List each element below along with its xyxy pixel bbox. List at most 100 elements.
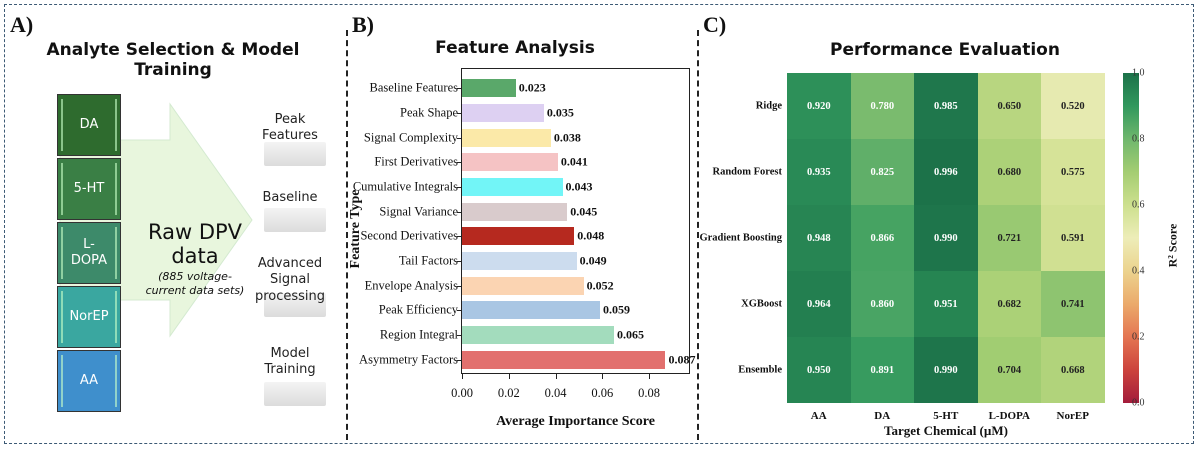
x-tick-label: 0.04 xyxy=(544,386,567,400)
heatmap-cell: 0.891 xyxy=(850,337,914,403)
bar-value-label: 0.065 xyxy=(617,327,644,342)
heatmap-cell: 0.741 xyxy=(1041,271,1105,337)
bar-category-label: Cumulative Integrals xyxy=(352,179,458,194)
bar-second-derivatives xyxy=(462,227,575,246)
bar-cumulative-integrals xyxy=(462,178,563,196)
x-tick xyxy=(508,374,510,379)
bar-value-label: 0.041 xyxy=(560,154,588,169)
heatmap-cell: 0.780 xyxy=(850,73,914,139)
heatmap-row-label: Ensemble xyxy=(738,364,782,376)
bar-category-label: Signal Variance xyxy=(379,204,458,219)
heatmap-cell: 0.668 xyxy=(1041,337,1105,403)
bar-category-label: First Derivatives xyxy=(374,154,458,169)
panel-divider-bc xyxy=(697,30,699,440)
heatmap-col-label: L-DOPA xyxy=(988,410,1030,422)
colorbar-tick-label: 0.0 xyxy=(1132,397,1145,409)
step-box xyxy=(264,142,326,166)
bar-value-label: 0.023 xyxy=(518,80,546,95)
y-tick xyxy=(457,137,462,139)
y-tick xyxy=(457,310,462,312)
heatmap-x-axis-label: Target Chemical (µM) xyxy=(884,423,1008,438)
arrow-note-line1: (885 voltage- xyxy=(158,270,232,283)
bar-first-derivatives xyxy=(462,153,558,172)
heatmap-cell: 0.825 xyxy=(850,139,914,205)
step-label: Baseline xyxy=(250,190,330,206)
analyte-da: DA xyxy=(57,94,121,156)
figure-border xyxy=(4,4,1194,444)
step-label: Model Training xyxy=(250,346,330,379)
step-label: Advanced Signal processing xyxy=(250,256,330,305)
bar-signal-complexity xyxy=(462,128,551,147)
heatmap-cell: 0.650 xyxy=(977,73,1041,139)
bar-x-axis-label: Average Importance Score xyxy=(496,414,655,429)
analyte-aa: AA xyxy=(57,350,121,412)
heatmap-cell: 0.990 xyxy=(914,205,978,271)
colorbar-tick-label: 0.2 xyxy=(1132,331,1145,343)
panel-a-title: Analyte Selection & Model Training xyxy=(46,40,300,80)
bar-value-label: 0.087 xyxy=(668,352,696,367)
bar-region-integral xyxy=(462,326,614,344)
bar-category-label: Envelope Analysis xyxy=(364,278,458,293)
step-label-line: Peak xyxy=(274,112,306,127)
bar-value-label: 0.038 xyxy=(553,130,581,145)
bar-category-label: Region Integral xyxy=(379,327,458,342)
heatmap-row-label: XGBoost xyxy=(741,298,782,310)
x-tick xyxy=(555,374,557,379)
y-tick xyxy=(457,162,462,164)
step-label-line: processing xyxy=(254,288,326,304)
bar-signal-variance xyxy=(462,202,568,221)
step-label-line: Model xyxy=(270,346,310,361)
colorbar-tick-label: 0.6 xyxy=(1132,199,1145,211)
arrow-title-line2: data xyxy=(171,244,219,268)
x-tick-label: 0.06 xyxy=(591,386,614,400)
heatmap-cell: 0.985 xyxy=(914,73,978,139)
heatmap-col-label: AA xyxy=(810,410,827,422)
y-tick xyxy=(457,187,462,188)
heatmap-cell: 0.951 xyxy=(914,271,978,337)
heatmap-cell: 0.721 xyxy=(977,205,1041,271)
arrow-title-line1: Raw DPV xyxy=(147,220,243,244)
bar-category-label: Peak Shape xyxy=(400,105,458,120)
bar-envelope-analysis xyxy=(462,276,584,295)
heatmap-cell: 0.591 xyxy=(1041,205,1105,271)
bar-plot-area xyxy=(461,68,690,374)
colorbar xyxy=(1123,73,1139,403)
bar-value-label: 0.049 xyxy=(579,253,607,268)
heatmap-cell: 0.935 xyxy=(787,139,851,205)
bar-asymmetry-factors xyxy=(462,350,666,369)
bar-category-label: Tail Factors xyxy=(398,253,458,268)
bar-value-label: 0.059 xyxy=(602,302,630,317)
step-box xyxy=(264,293,326,317)
bar-y-axis-label: Feature Type xyxy=(348,189,363,269)
step-label-line: Baseline xyxy=(262,190,318,205)
y-tick xyxy=(457,335,462,336)
bar-category-label: Baseline Features xyxy=(369,80,458,95)
colorbar-label: R² Score xyxy=(1165,223,1180,268)
bar-baseline-features xyxy=(462,79,516,98)
panel-c-label: C) xyxy=(703,12,727,37)
step-label-line: Features xyxy=(262,128,318,144)
analyte-norep: NorEP xyxy=(57,286,121,348)
bar-value-label: 0.045 xyxy=(570,204,598,219)
x-tick xyxy=(649,374,651,379)
bar-value-label: 0.043 xyxy=(565,179,593,194)
panel-c-title: Performance Evaluation xyxy=(830,40,1060,60)
heatmap-row-label: Ridge xyxy=(755,100,782,112)
y-tick xyxy=(457,113,462,114)
step-label-line: Advanced xyxy=(257,256,323,271)
x-tick xyxy=(602,374,604,379)
bar-category-label: Signal Complexity xyxy=(363,130,458,145)
heatmap-cell: 0.575 xyxy=(1041,139,1105,205)
heatmap-cell: 0.520 xyxy=(1041,73,1105,139)
heatmap-cell: 0.920 xyxy=(787,73,851,139)
x-tick-label: 0.02 xyxy=(497,386,520,400)
bar-category-label: Peak Efficiency xyxy=(378,302,458,317)
analyte-5-ht: 5-HT xyxy=(57,158,121,220)
y-tick xyxy=(457,285,462,287)
heatmap-col-label: DA xyxy=(874,410,891,422)
heatmap-cell: 0.680 xyxy=(977,139,1041,205)
step-label-line: Signal xyxy=(270,272,310,288)
colorbar-tick-label: 0.8 xyxy=(1132,133,1145,145)
heatmap-cell: 0.866 xyxy=(850,205,914,271)
heatmap-cell: 0.860 xyxy=(850,271,914,337)
